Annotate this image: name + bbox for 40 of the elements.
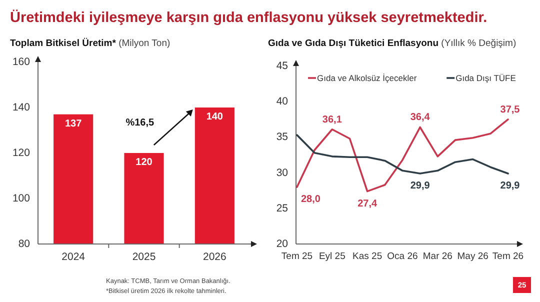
data-label: 140 — [206, 112, 224, 122]
x-tick-label: 2024 — [62, 251, 86, 263]
y-axis-title: (Milyon Ton) — [116, 38, 170, 49]
y-tick-label: 30 — [276, 166, 288, 179]
data-label: 37,5 — [500, 104, 520, 116]
annotation: %16,5 — [126, 117, 155, 128]
x-tick-label: Tem 26 — [492, 251, 524, 262]
x-tick-label: Tem 25 — [281, 251, 313, 262]
y-axis-title: (Yıllık % Değişim) — [438, 38, 516, 49]
x-tick-label: Oca 26 — [387, 251, 418, 262]
y-tick-label: 80 — [18, 238, 30, 250]
data-label: 29,9 — [410, 180, 430, 192]
y-tick-label: 25 — [276, 202, 288, 214]
data-label: 29,9 — [500, 180, 520, 192]
legend-label: Gıda ve Alkolsüz İçecekler — [317, 72, 417, 83]
y-tick-label: 120 — [12, 147, 30, 159]
y-tick-label: 140 — [12, 102, 30, 114]
data-label: 120 — [136, 157, 153, 168]
x-tick-label: 2026 — [202, 251, 227, 263]
line-series — [296, 134, 509, 174]
x-tick-label: 2025 — [132, 251, 156, 263]
y-tick-label: 160 — [12, 56, 30, 68]
data-label: 27,4 — [358, 198, 378, 210]
y-tick-label: 40 — [276, 96, 288, 108]
y-tick-label: 45 — [276, 60, 288, 72]
data-label: 28,0 — [301, 194, 321, 206]
legend-label: Gıda Dışı TÜFE — [456, 72, 516, 83]
data-label: 36,4 — [410, 112, 430, 124]
x-tick-label: Kas 25 — [352, 251, 382, 262]
chart-title: Gıda ve Gıda Dışı Tüketici Enflasyonu — [268, 38, 439, 49]
data-label: 137 — [64, 118, 82, 130]
y-tick-label: 35 — [276, 131, 288, 144]
chart-title: Toplam Bitkisel Üretim* — [10, 37, 116, 49]
y-tick-label: 100 — [12, 192, 30, 204]
x-tick-label: Eyl 25 — [318, 251, 346, 262]
x-tick-label: Mar 26 — [422, 251, 452, 262]
data-label: 36,1 — [322, 114, 342, 126]
x-tick-label: May 26 — [457, 251, 488, 262]
y-tick-label: 20 — [276, 238, 288, 250]
text: Üretimdeki iyileşmeye karşın gıda enflasyonu yüksek seyretmektedir. — [10, 9, 488, 26]
